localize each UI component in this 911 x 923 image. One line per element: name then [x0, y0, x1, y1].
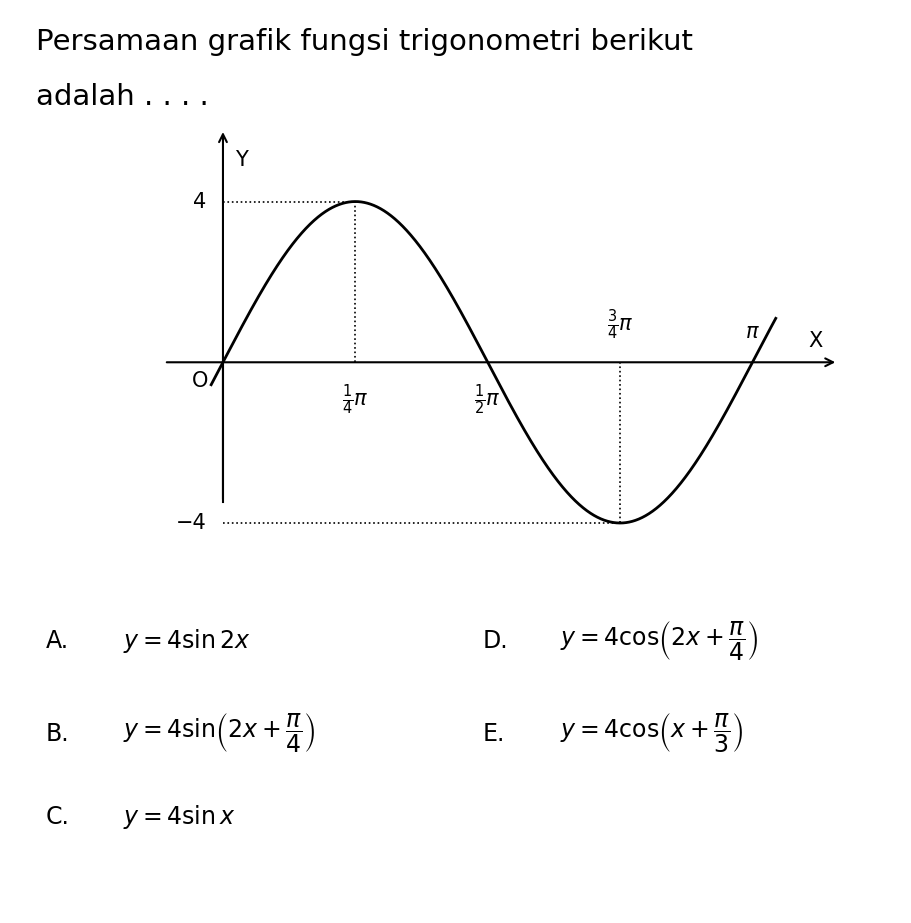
- Text: D.: D.: [483, 629, 508, 653]
- Text: 4: 4: [193, 192, 206, 211]
- Text: $\pi$: $\pi$: [745, 322, 760, 342]
- Text: Persamaan grafik fungsi trigonometri berikut: Persamaan grafik fungsi trigonometri ber…: [36, 28, 693, 55]
- Text: $\frac{3}{4}\pi$: $\frac{3}{4}\pi$: [607, 307, 633, 342]
- Text: −4: −4: [175, 513, 206, 533]
- Text: C.: C.: [46, 805, 69, 829]
- Text: $\frac{1}{2}\pi$: $\frac{1}{2}\pi$: [475, 382, 501, 417]
- Text: X: X: [808, 331, 823, 351]
- Text: $\frac{1}{4}\pi$: $\frac{1}{4}\pi$: [342, 382, 369, 417]
- Text: $y = 4 \sin \!\left(2x + \dfrac{\pi}{4}\right)$: $y = 4 \sin \!\left(2x + \dfrac{\pi}{4}\…: [123, 713, 315, 755]
- Text: adalah . . . .: adalah . . . .: [36, 83, 210, 111]
- Text: B.: B.: [46, 722, 69, 746]
- Text: Y: Y: [235, 150, 248, 170]
- Text: A.: A.: [46, 629, 68, 653]
- Text: O: O: [191, 371, 208, 391]
- Text: $y = 4 \cos \!\left(x + \dfrac{\pi}{3}\right)$: $y = 4 \cos \!\left(x + \dfrac{\pi}{3}\r…: [560, 713, 743, 755]
- Text: $y = 4 \sin x$: $y = 4 \sin x$: [123, 803, 235, 831]
- Text: $y = 4 \cos \!\left(2x + \dfrac{\pi}{4}\right)$: $y = 4 \cos \!\left(2x + \dfrac{\pi}{4}\…: [560, 620, 759, 663]
- Text: $y = 4 \sin 2x$: $y = 4 \sin 2x$: [123, 628, 251, 655]
- Text: E.: E.: [483, 722, 506, 746]
